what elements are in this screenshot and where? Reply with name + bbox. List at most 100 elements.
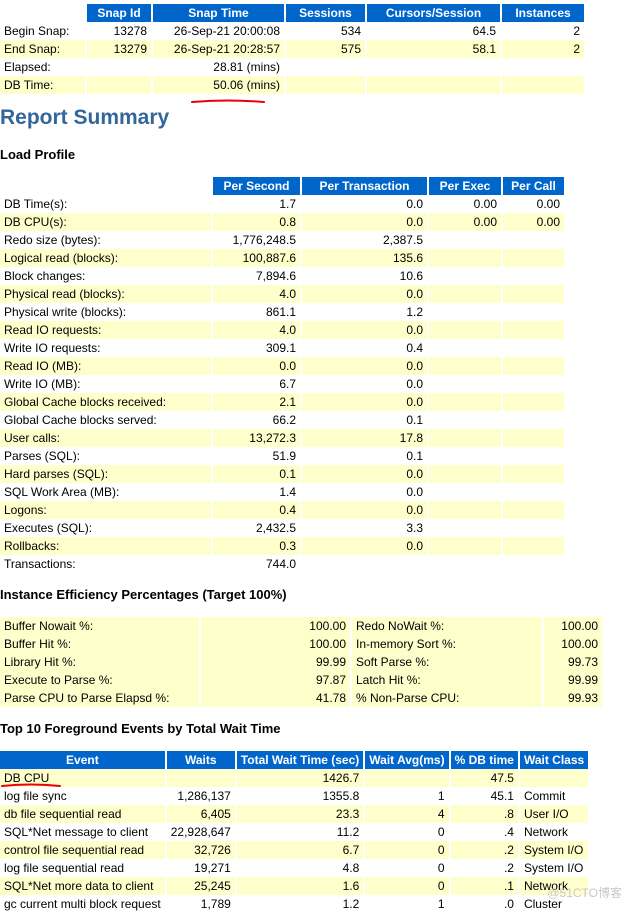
wait-class-value	[519, 769, 589, 787]
table-row: Rollbacks: 0.3 0.0	[0, 537, 564, 555]
per-call-value	[503, 519, 564, 537]
table-row: Parses (SQL): 51.9 0.1	[0, 447, 564, 465]
table-row: Read IO requests: 4.0 0.0	[0, 321, 564, 339]
per-transaction-value: 0.0	[302, 213, 427, 231]
wait-class-value: Network	[519, 877, 589, 895]
metric-label: Parse CPU to Parse Elapsd %:	[0, 689, 199, 707]
wait-class-value: Cluster	[519, 895, 589, 913]
per-second-value: 6.7	[213, 375, 300, 393]
per-exec-value	[429, 285, 501, 303]
col-header-sessions: Sessions	[286, 4, 365, 22]
per-second-value: 0.4	[213, 501, 300, 519]
per-call-value	[503, 501, 564, 519]
per-call-value	[503, 249, 564, 267]
table-row: Hard parses (SQL): 0.1 0.0	[0, 465, 564, 483]
table-row: Logons: 0.4 0.0	[0, 501, 564, 519]
per-transaction-value: 0.0	[302, 465, 427, 483]
table-row: Block changes: 7,894.6 10.6	[0, 267, 564, 285]
per-call-value	[503, 357, 564, 375]
metric-value: 97.87	[201, 671, 350, 689]
wait-avg-value: 4	[365, 805, 449, 823]
waits-value: 19,271	[166, 859, 235, 877]
per-call-value	[503, 321, 564, 339]
per-call-value	[503, 447, 564, 465]
per-exec-value	[429, 519, 501, 537]
event-name: SQL*Net message to client	[0, 823, 165, 841]
col-header-per-transaction: Per Transaction	[302, 177, 427, 195]
table-row: Physical read (blocks): 4.0 0.0	[0, 285, 564, 303]
event-name: log file sequential read	[0, 859, 165, 877]
table-row: Executes (SQL): 2,432.5 3.3	[0, 519, 564, 537]
table-row: Read IO (MB): 0.0 0.0	[0, 357, 564, 375]
per-call-value	[503, 339, 564, 357]
watermark: @51CTO博客	[547, 886, 622, 900]
table-row: Begin Snap: 13278 26-Sep-21 20:00:08 534…	[0, 22, 584, 40]
per-exec-value	[429, 429, 501, 447]
waits-value	[166, 769, 235, 787]
per-exec-value	[429, 357, 501, 375]
total-wait-value: 4.8	[236, 859, 364, 877]
per-exec-value	[429, 303, 501, 321]
per-exec-value	[429, 321, 501, 339]
wait-class-value: System I/O	[519, 859, 589, 877]
per-call-value	[503, 411, 564, 429]
waits-value: 1,286,137	[166, 787, 235, 805]
per-second-value: 309.1	[213, 339, 300, 357]
metric-label: Buffer Hit %:	[0, 635, 199, 653]
row-label: Rollbacks:	[0, 537, 211, 555]
wait-avg-value: 1	[365, 787, 449, 805]
col-header-total-wait-time: Total Wait Time (sec)	[236, 751, 364, 769]
table-row: Write IO requests: 309.1 0.4	[0, 339, 564, 357]
red-underline-annotation	[1, 783, 61, 787]
table-row: Redo size (bytes): 1,776,248.5 2,387.5	[0, 231, 564, 249]
per-second-value: 0.1	[213, 465, 300, 483]
event-name: control file sequential read	[0, 841, 165, 859]
pct-db-time-value: .2	[450, 841, 518, 859]
col-header-event: Event	[0, 751, 165, 769]
per-second-value: 0.3	[213, 537, 300, 555]
per-transaction-value: 0.0	[302, 483, 427, 501]
per-call-value	[503, 375, 564, 393]
table-row: control file sequential read 32,726 6.7 0.2…	[0, 841, 589, 859]
per-second-value: 13,272.3	[213, 429, 300, 447]
wait-class-value: User I/O	[519, 805, 589, 823]
waits-value: 1,789	[166, 895, 235, 913]
row-label: Write IO (MB):	[0, 375, 211, 393]
load-profile-table: Per Second Per Transaction Per Exec Per …	[0, 177, 566, 573]
row-label: Transactions:	[0, 555, 211, 573]
row-label: Parses (SQL):	[0, 447, 211, 465]
pct-db-time-value: .0	[450, 895, 518, 913]
metric-label: Buffer Nowait %:	[0, 617, 199, 635]
total-wait-value: 23.3	[236, 805, 364, 823]
event-name: db file sequential read	[0, 805, 165, 823]
pct-db-time-value: .4	[450, 823, 518, 841]
per-second-value: 1.7	[213, 195, 300, 213]
section-title-efficiency: Instance Efficiency Percentages (Target …	[0, 587, 287, 602]
table-row: Transactions: 744.0	[0, 555, 564, 573]
total-wait-value: 1355.8	[236, 787, 364, 805]
row-label: DB CPU(s):	[0, 213, 211, 231]
wait-class-value: Commit	[519, 787, 589, 805]
metric-value: 100.00	[544, 635, 602, 653]
table-row: DB Time: 50.06 (mins)	[0, 76, 584, 94]
col-header-wait-avg: Wait Avg(ms)	[365, 751, 449, 769]
metric-value: 41.78	[201, 689, 350, 707]
waits-value: 32,726	[166, 841, 235, 859]
wait-avg-value: 1	[365, 895, 449, 913]
per-transaction-value: 2,387.5	[302, 231, 427, 249]
metric-value: 99.93	[544, 689, 602, 707]
page-title: Report Summary	[0, 106, 170, 129]
per-transaction-value: 10.6	[302, 267, 427, 285]
per-second-value: 66.2	[213, 411, 300, 429]
table-row: End Snap: 13279 26-Sep-21 20:28:57 575 5…	[0, 40, 584, 58]
metric-label: Redo NoWait %:	[352, 617, 542, 635]
table-row: Parse CPU to Parse Elapsd %: 41.78% Non-P…	[0, 689, 602, 707]
row-label: Global Cache blocks served:	[0, 411, 211, 429]
table-row: gc current multi block request 1,789 1.2 1.…	[0, 895, 589, 913]
per-transaction-value: 0.0	[302, 393, 427, 411]
event-name: log file sync	[0, 787, 165, 805]
per-transaction-value: 0.1	[302, 411, 427, 429]
wait-class-value: Network	[519, 823, 589, 841]
row-label: Hard parses (SQL):	[0, 465, 211, 483]
per-exec-value	[429, 555, 501, 573]
